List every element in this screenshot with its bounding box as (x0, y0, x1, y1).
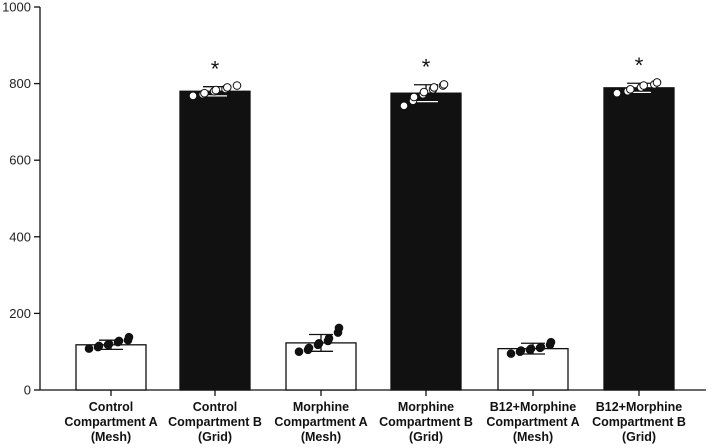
x-tick-label: (Mesh) (301, 430, 341, 444)
data-point (304, 343, 314, 353)
data-point (409, 92, 419, 102)
data-point (536, 342, 546, 352)
axes: 0 200 400 600 800 1000 (2, 0, 706, 398)
x-tick-label: Control (89, 400, 133, 414)
x-tick-label: (Grid) (409, 430, 443, 444)
data-point (516, 346, 526, 355)
x-tick-label: Control (193, 400, 237, 414)
data-point (188, 91, 198, 101)
x-tick-label: Compartment B (168, 415, 262, 429)
data-point (124, 332, 134, 342)
data-point (399, 101, 409, 111)
data-point (546, 337, 556, 347)
y-tick-label: 400 (9, 229, 31, 244)
data-point (429, 83, 439, 92)
data-point (222, 83, 232, 92)
significance-marker: * (635, 53, 644, 78)
data-point (294, 347, 304, 357)
data-point (324, 333, 334, 343)
x-tick-label: Compartment B (592, 415, 686, 429)
data-point (94, 341, 104, 351)
data-point (84, 344, 94, 353)
y-tick-label: 1000 (2, 0, 31, 15)
y-tick-label: 800 (9, 76, 31, 91)
x-tick-label: (Mesh) (513, 430, 553, 444)
data-point (334, 323, 344, 333)
data-point (612, 88, 622, 98)
x-tick-label: Compartment A (64, 415, 157, 429)
data-point (419, 87, 429, 97)
x-tick-label: Compartment A (486, 415, 579, 429)
x-tick-label: (Grid) (198, 430, 232, 444)
data-point (200, 88, 209, 98)
x-tick-label: Compartment A (274, 415, 367, 429)
x-tick-label: Morphine (398, 400, 454, 414)
x-tick-label: B12+Morphine (490, 400, 577, 414)
data-point (104, 339, 114, 349)
data-point (439, 80, 449, 89)
y-tick-label: 600 (9, 153, 31, 168)
x-tick-label: Compartment B (379, 415, 473, 429)
y-tick-label: 0 (24, 383, 31, 398)
data-point (114, 336, 124, 346)
bars: * * * (75, 53, 675, 391)
bar (75, 344, 147, 391)
data-point (652, 78, 662, 87)
data-point (506, 349, 516, 358)
x-tick-label: (Mesh) (91, 430, 131, 444)
x-tick-label: Morphine (293, 400, 349, 414)
x-tick-label: (Grid) (622, 430, 656, 444)
data-point (232, 81, 242, 90)
bar (179, 90, 251, 391)
bar (603, 87, 675, 391)
data-point (314, 338, 324, 348)
bar (390, 92, 462, 391)
x-tick-label: B12+Morphine (596, 400, 683, 414)
significance-marker: * (422, 55, 431, 80)
data-point (639, 81, 648, 90)
significance-marker: * (211, 57, 220, 82)
data-point (211, 85, 221, 95)
data-point (626, 85, 635, 94)
y-tick-label: 200 (9, 306, 31, 321)
data-point (526, 344, 536, 353)
